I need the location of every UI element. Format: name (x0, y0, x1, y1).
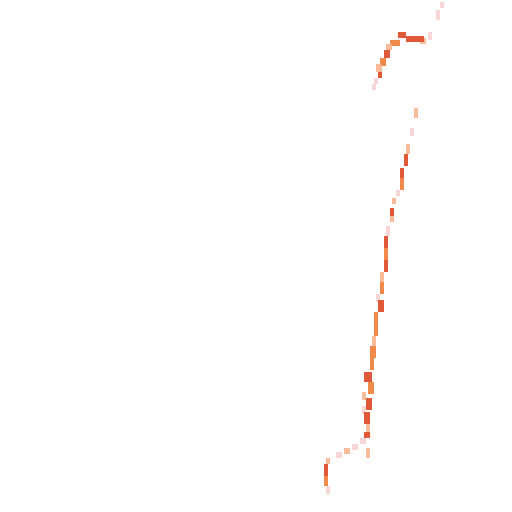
stroke-pixel (362, 406, 366, 414)
stroke-pixel (390, 216, 394, 222)
stroke-pixel (386, 226, 390, 236)
pixel-stroke (324, 2, 444, 494)
stroke-pixel (380, 282, 384, 294)
stroke-pixel (378, 300, 384, 312)
stroke-pixel (380, 58, 386, 66)
stroke-pixel (374, 312, 378, 324)
stroke-pixel (376, 294, 380, 302)
stroke-pixel (368, 382, 374, 394)
stroke-pixel (384, 50, 390, 58)
stroke-pixel (372, 336, 376, 346)
stroke-pixel (400, 178, 404, 190)
stroke-pixel (390, 208, 394, 216)
stroke-pixel (364, 412, 370, 424)
stroke-pixel (404, 154, 408, 166)
stroke-pixel (326, 486, 330, 494)
stroke-pixel (384, 260, 388, 272)
stroke-pixel (378, 72, 382, 78)
stroke-pixel (384, 236, 388, 248)
stroke-pixel (374, 78, 378, 84)
stroke-pixel (366, 424, 370, 434)
stroke-pixel (364, 372, 372, 382)
stroke-pixel (396, 190, 400, 196)
stroke-pixel (390, 40, 400, 46)
stroke-pixel (414, 108, 418, 118)
stroke-pixel (374, 324, 378, 336)
stroke-pixel (406, 36, 424, 42)
stroke-pixel (370, 358, 374, 370)
stroke-pixel (366, 398, 372, 410)
stroke-pixel (324, 476, 328, 486)
stroke-pixel (410, 128, 414, 136)
stroke-pixel (372, 84, 376, 90)
stroke-pixel (360, 438, 366, 444)
stroke-pixel (344, 448, 350, 454)
stroke-pixel (362, 392, 366, 400)
stroke-pixel (352, 444, 358, 450)
stroke-pixel (324, 464, 328, 476)
stroke-pixel (376, 64, 382, 72)
stroke-pixel (406, 144, 410, 154)
stroke-pixel (386, 44, 392, 50)
stroke-pixel (400, 168, 404, 178)
stroke-pixel (370, 346, 376, 358)
stroke-pixel (436, 10, 440, 20)
stroke-pixel (380, 272, 384, 282)
stroke-pixel (392, 198, 396, 204)
stroke-pixel (326, 458, 330, 464)
stroke-pixel (428, 32, 432, 40)
stroke-pixel (336, 452, 342, 458)
stroke-pixel (364, 432, 370, 438)
stroke-pixel (384, 248, 388, 260)
stroke-pixel (440, 2, 444, 8)
stroke-pixel (398, 32, 406, 38)
stroke-pixel (366, 448, 370, 458)
